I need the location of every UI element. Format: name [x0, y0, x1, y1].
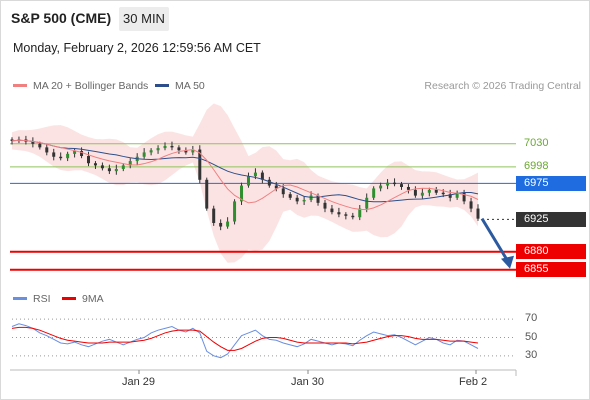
candle-body [455, 192, 459, 198]
candle-body [93, 163, 97, 166]
candle-body [420, 192, 424, 196]
rsi-swatch-icon [13, 296, 27, 300]
rsi-tick-label: 30 [525, 348, 538, 361]
candle-body [434, 189, 438, 193]
rsi-ma-line [11, 326, 479, 351]
candle-body [386, 182, 390, 186]
candle-body [114, 168, 118, 172]
candle-body [184, 150, 188, 153]
candle-body [149, 150, 153, 153]
candle-body [128, 161, 132, 166]
level-label-6855: 6855 [516, 262, 586, 278]
ma50-swatch-icon [155, 83, 169, 87]
candle-body [191, 149, 195, 153]
rsi-tick-label: 50 [525, 330, 538, 343]
level-label-6998: 6998 [524, 160, 549, 173]
candle-body [274, 185, 278, 189]
candle-body [100, 165, 104, 169]
candle-body [413, 189, 417, 196]
candle-body [253, 172, 257, 177]
candle-body [87, 156, 91, 164]
candle-body [66, 153, 70, 159]
candle-body [205, 179, 209, 209]
candle-body [10, 139, 14, 141]
page-title: S&P 500 (CME) [11, 10, 112, 26]
x-tick-label: Jan 30 [291, 376, 325, 388]
candle-body [107, 168, 111, 172]
candle-body [476, 208, 480, 219]
legend-rsi: RSI [13, 293, 51, 305]
candle-body [469, 201, 473, 209]
level-label-7030: 7030 [524, 137, 549, 150]
rsi-tick-label: 70 [525, 312, 538, 325]
legend-rsi-ma-label: 9MA [82, 293, 104, 305]
legend-rsi-ma: 9MA [62, 293, 104, 305]
ma20-line [11, 139, 479, 211]
candle-body [288, 194, 292, 198]
legend-ma50: MA 50 [155, 80, 205, 92]
candle-body [31, 141, 35, 144]
candle-body [177, 147, 181, 151]
candle-body [142, 152, 146, 157]
forecast-arrow-shaft [480, 217, 512, 266]
candle-body [427, 189, 431, 193]
candle-body [337, 212, 341, 215]
candle-body [73, 150, 77, 154]
candle-body [302, 199, 306, 202]
candle-body [52, 152, 56, 157]
candle-body [344, 214, 348, 216]
candle-body [267, 179, 271, 186]
candle-body [295, 197, 299, 202]
rsi-ma-swatch-icon [62, 296, 76, 300]
candle-body [365, 197, 369, 209]
candle-body [226, 221, 230, 227]
datetime-label: Monday, February 2, 2026 12:59:56 AM CET [13, 41, 261, 55]
candle-body [170, 145, 174, 148]
candle-body [406, 186, 410, 190]
candle-body [330, 208, 334, 213]
x-tick-label: Feb 2 [459, 376, 488, 388]
level-label-6925: 6925 [516, 211, 586, 227]
candle-body [163, 145, 167, 149]
forecast-arrowhead-icon [501, 255, 514, 269]
candle-body [156, 148, 160, 151]
legend-ma20-label: MA 20 + Bollinger Bands [33, 80, 149, 92]
candle-body [323, 202, 327, 209]
candle-body [462, 192, 466, 202]
x-tick-label: Jan 29 [122, 376, 156, 388]
rsi-line [11, 323, 479, 359]
candle-body [379, 185, 383, 189]
candle-body [316, 195, 320, 203]
timeframe-badge[interactable]: 30 MIN [119, 7, 169, 31]
level-label-6880: 6880 [516, 244, 586, 260]
candle-body [393, 182, 397, 185]
candle-body [121, 165, 125, 169]
candle-body [212, 208, 216, 223]
ma20-swatch-icon [13, 83, 27, 87]
candle-body [358, 208, 362, 218]
ma50-line [11, 139, 479, 203]
candle-body [233, 201, 237, 222]
legend-ma20: MA 20 + Bollinger Bands [13, 80, 148, 92]
candle-body [198, 149, 202, 180]
credit-text: Research © 2026 Trading Central [424, 80, 581, 92]
candle-body [372, 188, 376, 198]
candle-body [38, 143, 42, 148]
candle-body [219, 222, 223, 227]
level-label-6975: 6975 [516, 175, 586, 191]
candle-body [80, 150, 84, 157]
candle-body [399, 184, 403, 187]
legend-ma50-label: MA 50 [175, 80, 205, 92]
candle-body [351, 215, 355, 218]
candle-body [441, 192, 445, 195]
candle-body [240, 185, 244, 202]
candle-body [59, 156, 63, 159]
candle-body [448, 194, 452, 198]
candle-body [281, 188, 285, 195]
candle-body [260, 172, 264, 180]
legend-rsi-label: RSI [33, 293, 51, 305]
candle-body [246, 176, 250, 186]
candle-body [45, 147, 49, 153]
